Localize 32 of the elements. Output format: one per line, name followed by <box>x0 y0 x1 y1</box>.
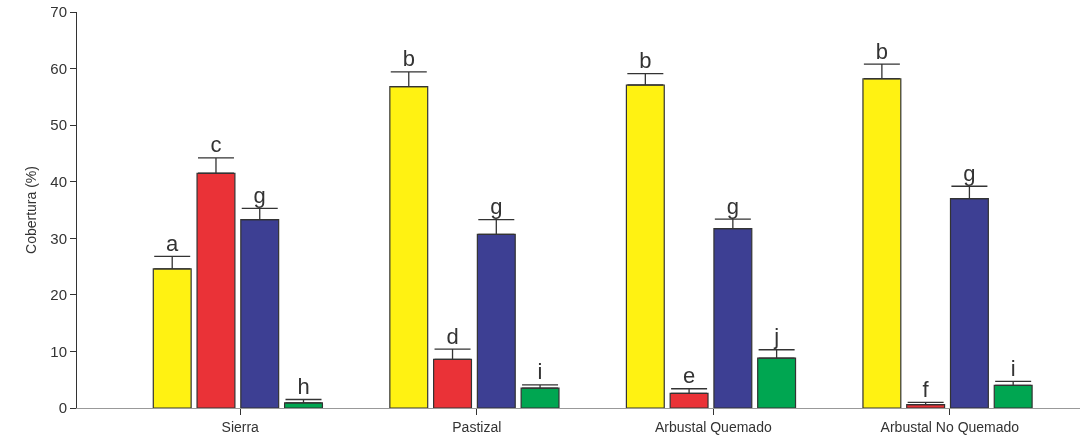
x-tick-label: Arbustal No Quemado <box>880 418 1020 435</box>
x-tick-label: Pastizal <box>452 418 502 435</box>
bar <box>669 392 709 408</box>
data-label: g <box>490 194 503 220</box>
data-label: i <box>1010 355 1016 381</box>
data-label: e <box>682 363 696 389</box>
data-label: g <box>253 182 266 208</box>
x-tick-label: Arbustal Quemado <box>654 418 772 435</box>
data-label: g <box>726 193 739 219</box>
data-label: b <box>639 48 652 74</box>
y-tick-label: 60 <box>50 59 67 77</box>
data-label: i <box>537 359 543 385</box>
x-tick-label: Sierra <box>221 418 260 435</box>
y-tick-label: 70 <box>50 3 67 21</box>
y-axis-title: Cobertura (%) <box>22 166 39 254</box>
y-tick-label: 30 <box>50 229 67 247</box>
data-label: b <box>402 46 415 72</box>
bar <box>520 387 560 408</box>
data-label: d <box>446 323 459 349</box>
data-label: b <box>875 38 889 64</box>
data-label: c <box>210 132 222 158</box>
y-tick-label: 10 <box>50 342 67 360</box>
bar <box>993 384 1033 408</box>
data-label: h <box>297 374 310 400</box>
data-label: f <box>922 376 930 402</box>
data-label: g <box>963 160 976 186</box>
y-tick-label: 20 <box>50 286 67 304</box>
y-tick-label: 50 <box>50 116 67 134</box>
data-label: a <box>166 230 180 256</box>
y-tick-label: 40 <box>50 172 67 190</box>
data-label: j <box>773 324 780 350</box>
y-tick-label: 0 <box>58 399 67 417</box>
